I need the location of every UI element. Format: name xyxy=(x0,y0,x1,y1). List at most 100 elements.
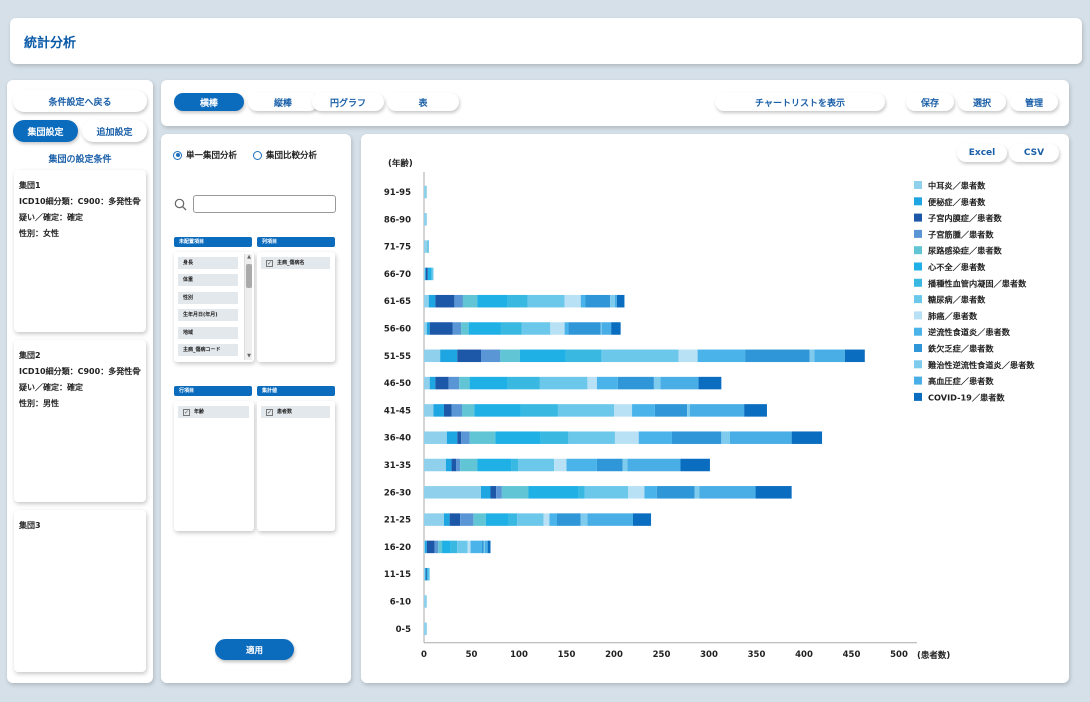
bar-segment xyxy=(554,458,567,472)
list-scrollbar[interactable]: ▲ ▼ xyxy=(244,254,252,360)
row-items-list[interactable]: ✓ 年齢 xyxy=(174,401,254,531)
chart-panel: Excel CSV (年齢) (患者数) 0 50 100 150 200 250 300 350… xyxy=(361,134,1069,683)
tab-vertical-bar[interactable]: 縦棒 xyxy=(248,93,318,111)
bar-segment xyxy=(452,322,462,335)
bar-segment xyxy=(457,431,462,444)
bar-segment xyxy=(587,376,597,390)
list-item[interactable]: 生年月日(年月) xyxy=(178,309,238,321)
legend-swatch xyxy=(914,262,922,271)
bar-segment xyxy=(587,513,633,526)
bar-segment xyxy=(470,540,482,554)
tab-pie-chart[interactable]: 円グラフ xyxy=(312,93,384,111)
bar-segment xyxy=(469,431,496,444)
list-item-checked[interactable]: ✓ 患者数 xyxy=(261,406,330,418)
checkbox-checked-icon[interactable]: ✓ xyxy=(266,260,273,267)
bar-segment xyxy=(424,540,425,554)
list-item-checked[interactable]: ✓ 年齢 xyxy=(178,406,249,418)
bar-segment xyxy=(519,349,566,363)
y-tick-label: 61-65 xyxy=(384,297,411,307)
legend-label: 難治性逆流性食道炎／患者数 xyxy=(928,360,1035,370)
bar-segment xyxy=(426,240,428,253)
scroll-thumb[interactable] xyxy=(246,264,252,288)
bar-segment xyxy=(844,349,865,363)
bar-segment xyxy=(446,431,458,444)
bar-segment xyxy=(596,458,623,472)
unselected-items-list[interactable]: 身長 体重 性別 生年月日(年月) 地域 主病_傷病コード ▲ ▼ xyxy=(174,252,254,362)
bar-segment xyxy=(638,431,672,444)
bar-segment xyxy=(443,513,450,526)
manage-button[interactable]: 管理 xyxy=(1010,93,1058,111)
list-item[interactable]: 身長 xyxy=(178,257,238,269)
group-card-1[interactable]: 集団1 ICD10細分類：C900：多発性骨髄腫 疑い／確定：確定 性別：女性 xyxy=(14,170,146,332)
bar-segment xyxy=(440,349,458,363)
bar-segment xyxy=(528,486,579,499)
bar-segment xyxy=(520,404,558,417)
bar-segment xyxy=(424,376,430,390)
list-item[interactable]: 地域 xyxy=(178,327,238,339)
bar-segment xyxy=(698,376,722,390)
bar-segment xyxy=(481,540,484,554)
tab-group-settings[interactable]: 集団設定 xyxy=(13,120,78,142)
csv-export-button[interactable]: CSV xyxy=(1009,144,1059,162)
group-card-3[interactable]: 集団3 xyxy=(14,510,146,672)
bar-segment xyxy=(442,540,451,554)
y-tick-label: 91-95 xyxy=(384,188,411,198)
search-input[interactable] xyxy=(193,195,336,213)
tab-table[interactable]: 表 xyxy=(387,93,459,111)
checkbox-checked-icon[interactable]: ✓ xyxy=(183,409,190,416)
column-items-header: 列項目 xyxy=(257,237,335,247)
bar-segment xyxy=(694,486,700,499)
radio-single-group[interactable]: 単一集団分析 xyxy=(173,149,237,161)
bar-segment xyxy=(610,294,615,308)
bar-segment xyxy=(451,404,462,417)
back-to-conditions-button[interactable]: 条件設定へ戻る xyxy=(13,90,147,112)
radio-group-comparison[interactable]: 集団比較分析 xyxy=(253,149,317,161)
save-button[interactable]: 保存 xyxy=(906,93,954,111)
legend-swatch xyxy=(914,278,922,287)
bar-segment xyxy=(600,322,602,335)
y-tick-label: 21-25 xyxy=(384,516,411,526)
bar-segment xyxy=(483,540,485,554)
aggregate-items-list[interactable]: ✓ 患者数 xyxy=(257,401,335,531)
bar-segment xyxy=(744,404,767,417)
bar-segment xyxy=(678,349,698,363)
bar-segment xyxy=(521,322,551,335)
bar-segment xyxy=(507,376,540,390)
tab-horizontal-bar[interactable]: 横棒 xyxy=(174,93,244,111)
apply-button[interactable]: 適用 xyxy=(215,639,294,660)
scroll-up-icon[interactable]: ▲ xyxy=(247,254,251,260)
bar-segment xyxy=(564,294,581,308)
bar-segment xyxy=(435,376,449,390)
bar-segment xyxy=(457,349,481,363)
column-items-list[interactable]: ✓ 主病_傷病名 xyxy=(257,252,335,362)
list-item-checked[interactable]: ✓ 主病_傷病名 xyxy=(261,257,330,269)
bar-segment xyxy=(424,540,427,554)
bar-segment xyxy=(424,622,427,636)
bar-segment xyxy=(485,513,509,526)
list-item[interactable]: 性別 xyxy=(178,292,238,304)
x-tick-label: 200 xyxy=(605,650,623,660)
legend-swatch xyxy=(914,360,922,369)
tab-additional-settings[interactable]: 追加設定 xyxy=(82,120,147,142)
select-button[interactable]: 選択 xyxy=(958,93,1006,111)
bar-segment xyxy=(601,349,679,363)
bar-segment xyxy=(462,404,475,417)
legend-label: 子宮筋腫／患者数 xyxy=(928,229,994,239)
show-chart-list-button[interactable]: チャートリストを表示 xyxy=(715,93,885,111)
excel-export-button[interactable]: Excel xyxy=(957,144,1007,162)
y-tick-label: 71-75 xyxy=(384,243,411,253)
bar-segment xyxy=(450,540,458,554)
scroll-down-icon[interactable]: ▼ xyxy=(247,353,251,359)
list-item[interactable]: 主病_傷病コード xyxy=(178,344,238,356)
bar-segment xyxy=(424,267,425,281)
bar-segment xyxy=(653,376,661,390)
list-item[interactable]: 体重 xyxy=(178,274,238,286)
bar-segment xyxy=(481,486,491,499)
aggregate-header: 集計値 xyxy=(257,386,335,396)
y-tick-label: 46-50 xyxy=(384,379,411,389)
group-condition-line: 疑い／確定：確定 xyxy=(19,213,83,222)
group-card-2[interactable]: 集団2 ICD10細分類：C900：多発性骨髄腫 疑い／確定：確定 性別：男性 xyxy=(14,340,146,502)
bar-segment xyxy=(540,431,569,444)
list-item-label: 年齢 xyxy=(194,409,205,415)
checkbox-checked-icon[interactable]: ✓ xyxy=(266,409,273,416)
